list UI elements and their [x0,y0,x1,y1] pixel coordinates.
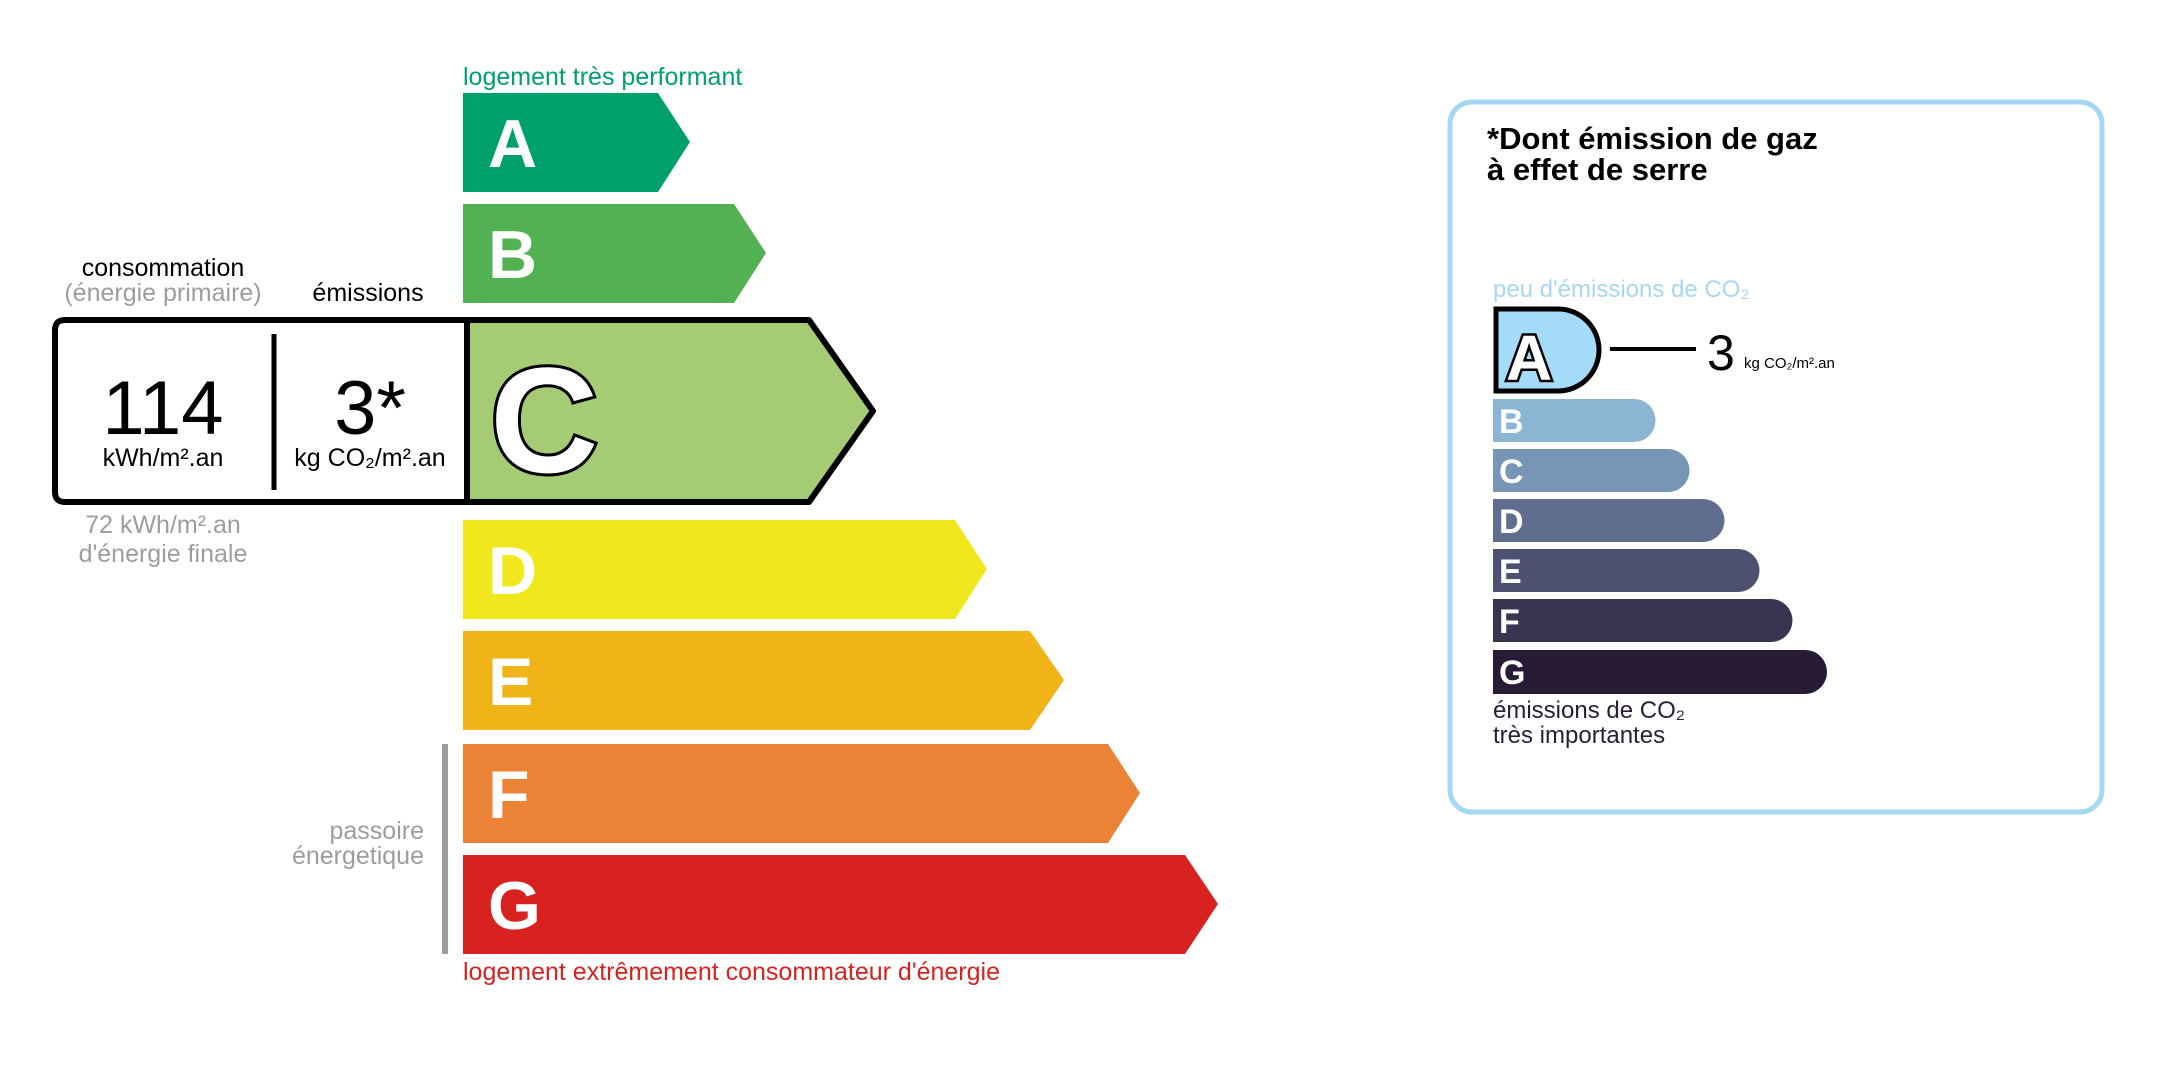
ghg-class-g: G [1493,650,1827,694]
ghg-letter-f: F [1499,603,1520,641]
final-energy-value: 72 kWh/m².an [85,511,241,539]
energy-bar-g [463,855,1218,954]
energy-letter-g: G [488,868,541,944]
ghg-bar-a [1493,306,1602,394]
passoire-label-1: passoire [330,817,425,845]
ghg-bar-c [1493,449,1690,492]
energy-class-d: D [463,520,987,619]
ghg-bottom-label-1: émissions de CO₂ [1493,697,1685,724]
ghg-letter-c: C [1499,453,1524,491]
energy-class-e: E [463,631,1064,730]
energy-letter-e: E [488,644,533,720]
energy-bar-d [463,520,987,619]
consumption-unit: kWh/m².an [103,444,224,472]
energy-bottom-label: logement extrêmement consommateur d'éner… [463,958,1000,986]
ghg-value: 3 [1707,325,1735,381]
ghg-bar-e [1493,549,1760,592]
ghg-title-1: *Dont émission de gaz [1487,121,1818,156]
energy-bar-a [463,93,690,192]
ghg-class-b: B [1493,399,1656,442]
ghg-letter-b: B [1499,403,1524,441]
ghg-bar-b [1493,399,1656,442]
energy-letter-f: F [488,757,530,833]
ghg-bar-g [1493,650,1827,694]
ghg-current-class-a: A 3 kg CO₂/m².an [1493,306,1835,397]
consumption-value: 114 [102,366,223,451]
ghg-title-2: à effet de serre [1487,152,1708,187]
ghg-class-e: E [1493,549,1760,592]
energy-letter-c: C [490,336,598,504]
energy-bar-e [463,631,1064,730]
energy-class-b: B [463,204,766,303]
energy-class-f: F [463,744,1140,843]
ghg-bottom-label-2: très importantes [1493,722,1665,749]
ghg-letter-g: G [1499,654,1525,692]
energy-letter-b: B [488,217,537,293]
energy-current-class-c: C 114 kWh/m².an 3* kg CO₂/m².an [52,317,876,507]
energy-top-label: logement très performant [463,63,742,91]
emissions-unit: kg CO₂/m².an [294,444,445,472]
ghg-bar-f [1493,599,1793,642]
ghg-letter-d: D [1499,503,1524,541]
energy-bar-c [464,317,876,505]
final-energy-label: d'énergie finale [79,540,248,568]
ghg-top-label: peu d'émissions de CO₂ [1493,276,1750,303]
consumption-sublabel: (énergie primaire) [64,279,261,307]
consumption-label: consommation [82,254,245,282]
emissions-value: 3* [334,366,406,451]
passoire-label-2: énergetique [292,842,424,870]
energy-class-a: A [463,93,690,192]
ghg-letter-e: E [1499,553,1522,591]
energy-letter-a: A [488,106,537,182]
ghg-class-d: D [1493,499,1725,542]
ghg-class-f: F [1493,599,1793,642]
energy-class-g: G [463,855,1218,954]
values-box [52,317,470,505]
energy-bar-f [463,744,1140,843]
energy-bar-b [463,204,766,303]
emissions-label: émissions [312,279,423,307]
ghg-class-c: C [1493,449,1690,492]
ghg-letter-a: A [1506,322,1552,394]
ghg-unit: kg CO₂/m².an [1744,355,1835,372]
ghg-bar-d [1493,499,1725,542]
energy-letter-d: D [488,533,537,609]
